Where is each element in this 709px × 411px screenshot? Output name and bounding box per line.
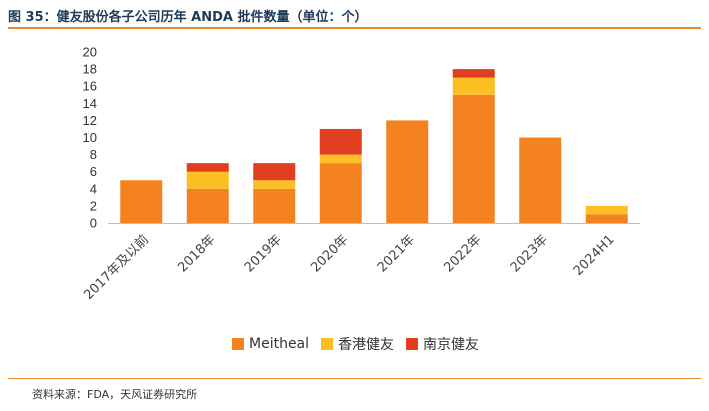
title-rule [8,27,701,29]
bar-segment-hongkong [452,77,495,95]
bar-segment-meitheal [253,188,296,223]
chart-title: 图 35：健友股份各子公司历年 ANDA 批件数量（单位：个） [8,10,368,25]
legend-label-meitheal: Meitheal [249,336,310,352]
legend-swatch-hongkong [321,338,334,350]
legend: Meitheal 香港健友 南京健友 [232,334,479,354]
bar-segment-nanjing [319,128,362,155]
legend-swatch-meitheal [232,338,244,350]
y-tick-label: 18 [83,62,97,77]
bar-segment-hongkong [585,205,628,215]
source-note: 资料来源：FDA，天风证券研究所 [32,388,198,401]
bar-segment-meitheal [186,188,229,223]
legend-label-nanjing: 南京健友 [423,337,480,353]
x-tick-label: 2019年 [242,232,285,275]
y-tick-label: 12 [83,113,97,128]
legend-label-hongkong: 香港健友 [338,337,395,353]
bar-segment-meitheal [120,180,163,223]
bar-segment-hongkong [319,154,362,164]
bar-segment-hongkong [253,180,296,189]
x-tick-label: 2017年及以前 [81,232,152,303]
legend-item-nanjing: 南京健友 [406,334,479,354]
y-tick-label: 6 [90,164,97,179]
bar-segment-meitheal [319,163,362,223]
bar-segment-nanjing [186,163,229,172]
y-tick-label: 2 [90,198,97,213]
y-tick-label: 0 [90,216,97,231]
stacked-bar-chart: 0 2 4 6 8 10 12 14 16 18 20 2017年及以前 2018年 2019年 2020年… [81,45,640,303]
bar-segment-meitheal [585,214,628,223]
x-tick-label: 2021年 [375,232,418,275]
bar-segment-nanjing [452,69,495,78]
legend-item-meitheal: Meitheal [232,336,309,352]
legend-item-hongkong: 香港健友 [321,334,394,354]
bar-segment-meitheal [519,137,562,223]
y-tick-label: 20 [83,45,97,60]
x-tick-label: 2024H1 [571,232,618,279]
x-tick-label: 2023年 [508,232,551,275]
bar-segment-hongkong [186,171,229,189]
bar-segment-meitheal [386,120,429,223]
x-tick-label: 2018年 [175,232,218,275]
y-tick-label: 16 [83,79,97,94]
footer-rule [8,378,701,379]
y-tick-label: 10 [83,130,97,145]
x-tick-label: 2020年 [308,232,351,275]
y-tick-label: 4 [90,181,97,196]
bar-segment-nanjing [253,163,296,181]
y-tick-label: 14 [83,96,97,111]
y-tick-label: 8 [90,147,97,162]
x-tick-label: 2022年 [441,232,484,275]
bar-segment-meitheal [452,94,495,223]
legend-swatch-nanjing [406,338,419,350]
